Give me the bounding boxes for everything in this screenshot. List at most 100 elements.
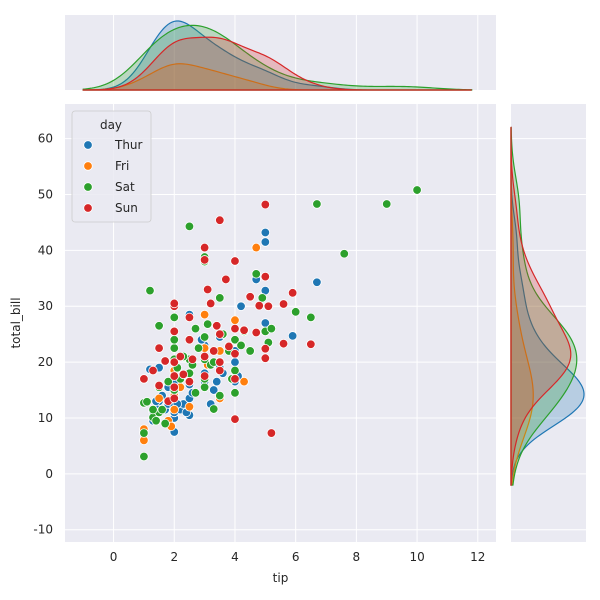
right-kde-background	[511, 104, 586, 542]
scatter-point-sun	[266, 428, 277, 438]
scatter-point-sun	[169, 371, 179, 381]
scatter-point-sat	[290, 307, 301, 317]
right-marginal-kde-panel	[510, 104, 586, 542]
scatter-point-sat	[202, 319, 213, 329]
scatter-point-sat	[142, 397, 152, 407]
scatter-point-sat	[236, 340, 246, 351]
scatter-point-sun	[245, 292, 255, 302]
y-tick-label: 50	[38, 188, 53, 202]
x-axis-label: tip	[273, 571, 289, 585]
scatter-point-fri	[230, 315, 240, 325]
scatter-point-thur	[212, 376, 222, 387]
scatter-point-fri	[239, 376, 249, 387]
legend-box	[71, 110, 152, 223]
scatter-point-sun	[199, 242, 210, 253]
scatter-point-sun	[199, 255, 210, 265]
scatter-point-sun	[278, 338, 289, 349]
scatter-point-sun	[154, 343, 164, 353]
scatter-point-sun	[209, 346, 219, 356]
y-tick-label: 40	[38, 243, 53, 257]
scatter-point-sun	[215, 215, 225, 225]
scatter-point-sat	[215, 293, 225, 303]
scatter-point-sun	[230, 374, 240, 384]
scatter-point-sun	[187, 354, 198, 365]
scatter-point-sun	[184, 335, 195, 345]
scatter-point-sun	[287, 288, 298, 298]
x-tick-label: 2	[170, 550, 178, 564]
legend-marker-sun	[83, 203, 93, 213]
legend-label-thur: Thur	[114, 138, 143, 152]
scatter-point-sat	[148, 404, 158, 415]
scatter-point-sat	[230, 365, 240, 376]
scatter-point-thur	[230, 357, 240, 367]
scatter-point-sun	[215, 329, 225, 339]
scatter-point-sat	[169, 343, 179, 353]
scatter-point-sun	[260, 344, 271, 354]
scatter-point-sun	[224, 341, 234, 352]
legend-items: Thur Fri Sat Sun	[83, 138, 143, 215]
scatter-point-sat	[266, 323, 277, 334]
scatter-point-sat	[190, 388, 201, 398]
legend-title: day	[100, 118, 122, 132]
scatter-point-sun	[184, 376, 195, 387]
scatter-point-thur	[287, 331, 298, 341]
x-tick-label: 6	[292, 550, 300, 564]
scatter-point-fri	[154, 393, 164, 404]
scatter-point-sat	[382, 199, 392, 209]
kde-curve-right-sun	[510, 126, 572, 486]
scatter-point-sat	[209, 404, 219, 414]
scatter-point-sat	[169, 312, 179, 323]
scatter-point-sat	[145, 285, 155, 296]
y-tick-label: 0	[45, 467, 53, 481]
kde-curve-top-sat	[82, 24, 473, 91]
scatter-point-sat	[339, 249, 349, 259]
scatter-point-sat	[306, 312, 316, 323]
scatter-point-sat	[139, 451, 149, 462]
scatter-point-sun	[175, 351, 186, 362]
scatter-point-thur	[260, 237, 271, 247]
scatter-plot-panel: 0 2 4 6 8 10 12 -10 0 10 20 30 40 50 60	[33, 104, 496, 564]
scatter-point-sun	[169, 357, 179, 367]
scatter-point-sat	[215, 390, 225, 401]
scatter-point-sun	[260, 271, 271, 282]
scatter-point-sun	[221, 274, 231, 285]
scatter-point-fri	[184, 402, 195, 412]
legend-marker-sat	[83, 182, 93, 192]
scatter-point-fri	[169, 404, 179, 415]
scatter-point-sun	[254, 300, 264, 311]
scatter-point-sun	[199, 351, 210, 362]
scatter-point-sun	[139, 374, 149, 384]
scatter-point-sun	[230, 349, 240, 359]
scatter-point-thur	[236, 301, 246, 311]
y-tick-label: 30	[38, 299, 53, 313]
scatter-point-sun	[169, 393, 179, 404]
legend-label-sun: Sun	[115, 201, 138, 215]
legend-label-fri: Fri	[115, 159, 129, 173]
x-tick-label: 12	[470, 550, 485, 564]
legend-label-sat: Sat	[115, 180, 135, 194]
scatter-point-thur	[209, 385, 219, 395]
scatter-point-sun	[215, 357, 225, 367]
y-tick-label: 20	[38, 355, 53, 369]
scatter-point-sat	[151, 416, 161, 426]
y-tick-label: 60	[38, 132, 53, 146]
scatter-point-sat	[169, 335, 179, 345]
x-tick-label: 8	[353, 550, 361, 564]
scatter-point-sat	[312, 199, 322, 209]
scatter-point-sat	[251, 269, 261, 279]
scatter-point-sat	[412, 185, 422, 195]
scatter-point-sat	[160, 418, 170, 429]
scatter-point-sat	[257, 293, 267, 303]
scatter-point-sun	[239, 325, 249, 335]
scatter-point-sat	[245, 346, 255, 356]
scatter-point-sat	[199, 382, 210, 392]
scatter-point-sun	[199, 371, 210, 381]
kde-curve-right-sat	[510, 126, 578, 486]
scatter-point-sun	[169, 382, 179, 392]
scatter-point-sun	[154, 380, 164, 391]
legend-marker-thur	[83, 140, 93, 150]
legend: day Thur Fri Sat Sun	[71, 110, 152, 223]
scatter-point-thur	[312, 277, 322, 287]
y-tick-label: -10	[33, 523, 53, 537]
